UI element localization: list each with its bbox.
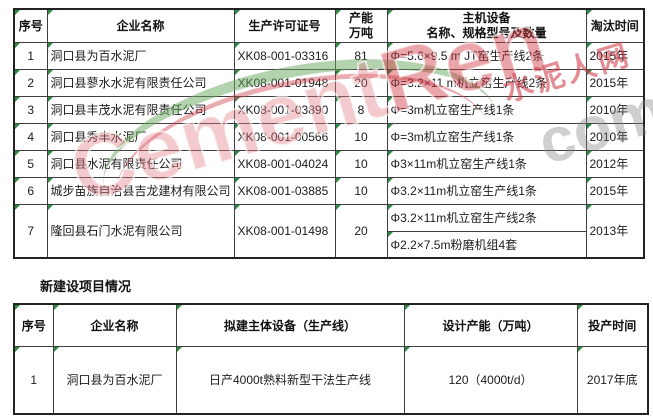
cell-company-name: 洞口县蓼水水泥有限责任公司 [46, 68, 235, 97]
cell-seq: 7 [13, 203, 48, 259]
cell-capacity: 10 [334, 122, 388, 151]
table-row: 5 洞口县水泥有限责任公司 XK08-001-04024 10 Φ3×11m机立… [13, 149, 645, 178]
cell-retire-year: 2010年 [585, 95, 645, 124]
table-header-row: 序号 企业名称 拟建主体设备（生产线） 设计产能（万吨） 投产时间 [13, 303, 649, 347]
header-seq: 序号 [13, 8, 48, 43]
cell-company-name: 洞口县为百水泥厂 [52, 345, 177, 415]
table-row: 7 隆回县石门水泥有限公司 XK08-001-01498 20 Φ3.2×11m… [13, 203, 645, 259]
header-capacity-line2: 万吨 [348, 25, 373, 40]
cell-company-name: 洞口县为百水泥厂 [46, 41, 235, 70]
cell-seq: 1 [13, 345, 54, 415]
cell-retire-year: 2015年 [585, 41, 645, 70]
table-row: 1 洞口县为百水泥厂 XK08-001-03316 81 Φ=5.6×9.5 m… [13, 41, 645, 70]
cell-capacity: 20 [334, 68, 388, 97]
header-equipment-line2: 名称、规格型号及数量 [426, 25, 547, 40]
table-row: 1 洞口县为百水泥厂 日产4000t熟料新型干法生产线 120（4000t/d）… [13, 345, 649, 415]
table-row: 6 城步苗族自治县吉龙建材有限公司 XK08-001-03885 10 Φ3.2… [13, 176, 645, 205]
header-capacity: 产能 万吨 [334, 8, 388, 43]
table-row: Φ2.2×7.5m粉磨机组4套 [14, 230, 644, 259]
cell-equipment: Φ3×11m机立窑生产线1条 [386, 149, 587, 178]
cell-seq: 1 [13, 41, 48, 70]
cell-license: XK08-001-03885 [233, 176, 336, 205]
table-header-row: 序号 企业名称 生产许可证号 产能 万吨 主机设备 名称、规格型号及数量 淘汰时… [13, 8, 645, 43]
cell-license: XK08-001-04024 [233, 149, 336, 178]
cell-seq: 2 [13, 68, 48, 97]
cell-capacity: 20 [334, 203, 388, 259]
section-title-new-projects: 新建设项目情况 [40, 279, 132, 294]
cell-seq: 6 [13, 176, 48, 205]
cell-equipment: Φ3.2×11m机立窑生产线1条 [386, 176, 587, 205]
new-projects-table: 序号 企业名称 拟建主体设备（生产线） 设计产能（万吨） 投产时间 1 洞口县为… [13, 303, 649, 415]
cell-equipment: Φ=3m机立窑生产线1条 [386, 122, 587, 151]
header-company-name: 企业名称 [52, 303, 177, 347]
header-planned-equipment: 拟建主体设备（生产线） [175, 303, 405, 347]
header-capacity-line1: 产能 [348, 10, 373, 25]
cell-capacity: 10 [334, 149, 388, 178]
cell-seq: 3 [13, 95, 48, 124]
table-row: 4 洞口县秀丰水泥厂 XK08-001-00566 10 Φ=3m机立窑生产线1… [13, 122, 645, 151]
cell-capacity: 81 [334, 41, 388, 70]
cell-company-name: 洞口县秀丰水泥厂 [46, 122, 235, 151]
header-retire-time: 淘汰时间 [585, 8, 645, 43]
cell-seq: 5 [13, 149, 48, 178]
cell-equipment: Φ2.2×7.5m粉磨机组4套 [386, 230, 587, 259]
cell-designed-capacity: 120（4000t/d） [403, 345, 578, 415]
cell-equipment: Φ=3.2×11 m机立窑生产线2条 [386, 68, 587, 97]
cell-commission-time: 2017年底 [576, 345, 649, 415]
cell-retire-year: 2015年 [585, 176, 645, 205]
table-row: 2 洞口县蓼水水泥有限责任公司 XK08-001-01948 20 Φ=3.2×… [13, 68, 645, 97]
header-license: 生产许可证号 [233, 8, 336, 43]
header-seq: 序号 [13, 303, 54, 347]
cell-retire-year: 2013年 [585, 203, 645, 259]
header-equipment-line1: 主机设备 [462, 10, 511, 25]
table-row: 3 洞口县丰茂水泥有限责任公司 XK08-001-03890 8 Φ=3m机立窑… [13, 95, 645, 124]
cell-company-name: 洞口县水泥有限责任公司 [46, 149, 235, 178]
cell-license: XK08-001-01948 [233, 68, 336, 97]
header-commission-time: 投产时间 [576, 303, 649, 347]
elimination-table: 序号 企业名称 生产许可证号 产能 万吨 主机设备 名称、规格型号及数量 淘汰时… [13, 8, 645, 259]
cell-company-name: 洞口县丰茂水泥有限责任公司 [46, 95, 235, 124]
header-equipment: 主机设备 名称、规格型号及数量 [386, 8, 587, 43]
cell-company-name: 城步苗族自治县吉龙建材有限公司 [46, 176, 235, 205]
cell-retire-year: 2015年 [585, 68, 645, 97]
cell-planned-equipment: 日产4000t熟料新型干法生产线 [175, 345, 405, 415]
cell-retire-year: 2010年 [585, 122, 645, 151]
cell-equipment: Φ=3m机立窑生产线1条 [386, 95, 587, 124]
cell-company-name: 隆回县石门水泥有限公司 [46, 203, 235, 259]
cell-equipment: Φ=5.6×9.5 m JT窑生产线2条 [386, 41, 587, 70]
cell-retire-year: 2012年 [585, 149, 645, 178]
header-designed-capacity: 设计产能（万吨） [403, 303, 578, 347]
cell-license: XK08-001-03890 [233, 95, 336, 124]
cell-capacity: 8 [334, 95, 388, 124]
header-company-name: 企业名称 [46, 8, 235, 43]
cell-license: XK08-001-01498 [233, 203, 336, 259]
cell-capacity: 10 [334, 176, 388, 205]
cell-license: XK08-001-03316 [233, 41, 336, 70]
cell-seq: 4 [13, 122, 48, 151]
cell-equipment: Φ3.2×11m机立窑生产线2条 [386, 203, 587, 232]
cell-license: XK08-001-00566 [233, 122, 336, 151]
